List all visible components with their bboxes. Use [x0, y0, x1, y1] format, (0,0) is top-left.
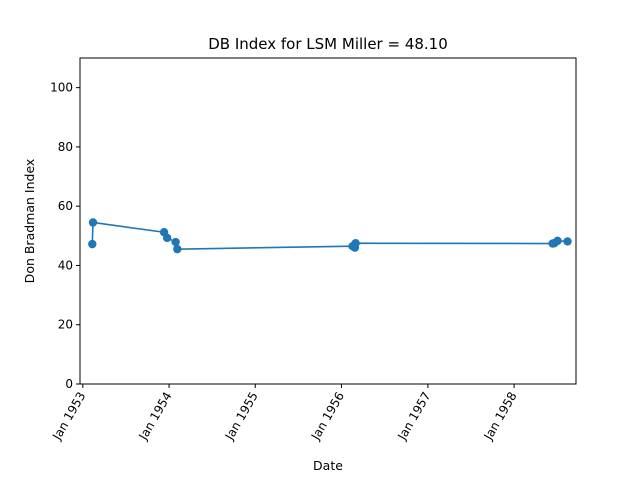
- y-tick-label: 80: [58, 140, 73, 154]
- data-point: [173, 244, 182, 254]
- chart-title: DB Index for LSM Miller = 48.10: [208, 35, 448, 53]
- y-tick-label: 60: [58, 199, 73, 213]
- y-axis-label: Don Bradman Index: [22, 159, 37, 284]
- y-tick-label: 100: [50, 81, 73, 95]
- data-point: [563, 237, 572, 246]
- axes-frame: [79, 57, 577, 385]
- data-point: [88, 218, 98, 227]
- y-tick-label: 40: [58, 258, 73, 272]
- data-point: [162, 233, 172, 243]
- data-point: [553, 236, 562, 246]
- data-point: [351, 239, 360, 248]
- data-point: [171, 237, 180, 247]
- y-tick-label: 0: [65, 377, 73, 391]
- y-tick-label: 20: [58, 318, 73, 332]
- x-axis-label: Date: [313, 458, 343, 473]
- data-point: [88, 239, 97, 249]
